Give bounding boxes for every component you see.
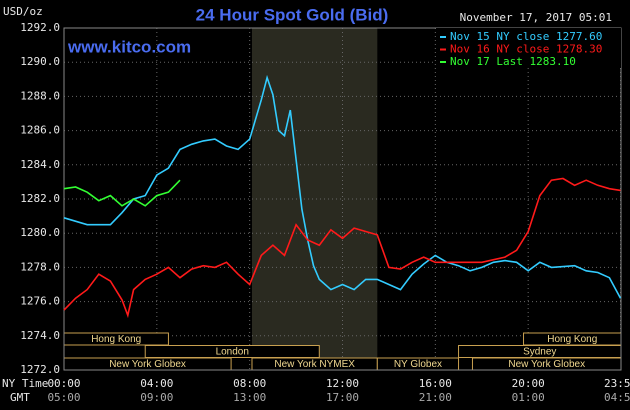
x-tick-label: 16:00 — [419, 377, 452, 390]
x2-tick-label: 01:00 — [512, 391, 545, 404]
session-bar — [144, 345, 320, 358]
x2-tick-label: 05:00 — [47, 391, 80, 404]
y-tick-label: 1286.0 — [20, 124, 60, 137]
x-tick-label: 20:00 — [512, 377, 545, 390]
session-label: NY Globex — [394, 359, 442, 370]
legend-label: Nov 16 NY close 1278.30 — [450, 43, 602, 56]
y-tick-label: 1278.0 — [20, 260, 60, 273]
chart-title: 24 Hour Spot Gold (Bid) — [196, 5, 389, 24]
x-tick-label: 08:00 — [233, 377, 266, 390]
y-label: USD/oz — [3, 5, 43, 18]
x2-label: GMT — [10, 391, 30, 404]
x2-tick-label: 17:00 — [326, 391, 359, 404]
x2-tick-label: 09:00 — [140, 391, 173, 404]
plot-border — [63, 27, 622, 371]
x-label: NY Time — [2, 377, 48, 390]
session-label: New York Globex — [508, 359, 585, 370]
y-tick-label: 1272.0 — [20, 363, 60, 376]
series-line — [63, 179, 181, 207]
y-tick-label: 1280.0 — [20, 226, 60, 239]
subtitle: www.kitco.com — [67, 37, 191, 56]
x-tick-label: 00:00 — [47, 377, 80, 390]
highlight-band — [251, 28, 378, 370]
date-label: November 17, 2017 05:01 — [460, 11, 612, 24]
series-line — [63, 177, 621, 319]
x2-tick-label: 04:59 — [604, 391, 630, 404]
x2-tick-label: 13:00 — [233, 391, 266, 404]
y-tick-label: 1288.0 — [20, 89, 60, 102]
x-tick-label: 04:00 — [140, 377, 173, 390]
y-tick-label: 1292.0 — [20, 21, 60, 34]
legend-label: Nov 15 NY close 1277.60 — [450, 30, 602, 43]
legend-label: Nov 17 Last 1283.10 — [450, 55, 576, 68]
x-tick-label: 12:00 — [326, 377, 359, 390]
session-label: Hong Kong — [547, 334, 597, 345]
session-label: London — [216, 347, 249, 358]
session-label: New York NYMEX — [274, 359, 355, 370]
session-label: Sydney — [523, 347, 556, 358]
legend-box — [436, 28, 621, 68]
x2-tick-label: 21:00 — [419, 391, 452, 404]
x-tick-label: 23:59 — [604, 377, 630, 390]
session-label: New York Globex — [109, 359, 186, 370]
y-tick-label: 1276.0 — [20, 295, 60, 308]
series-line — [63, 74, 622, 299]
y-tick-label: 1282.0 — [20, 192, 60, 205]
y-tick-label: 1284.0 — [20, 158, 60, 171]
y-tick-label: 1290.0 — [20, 55, 60, 68]
y-tick-label: 1274.0 — [20, 329, 60, 342]
session-label: Hong Kong — [91, 334, 141, 345]
